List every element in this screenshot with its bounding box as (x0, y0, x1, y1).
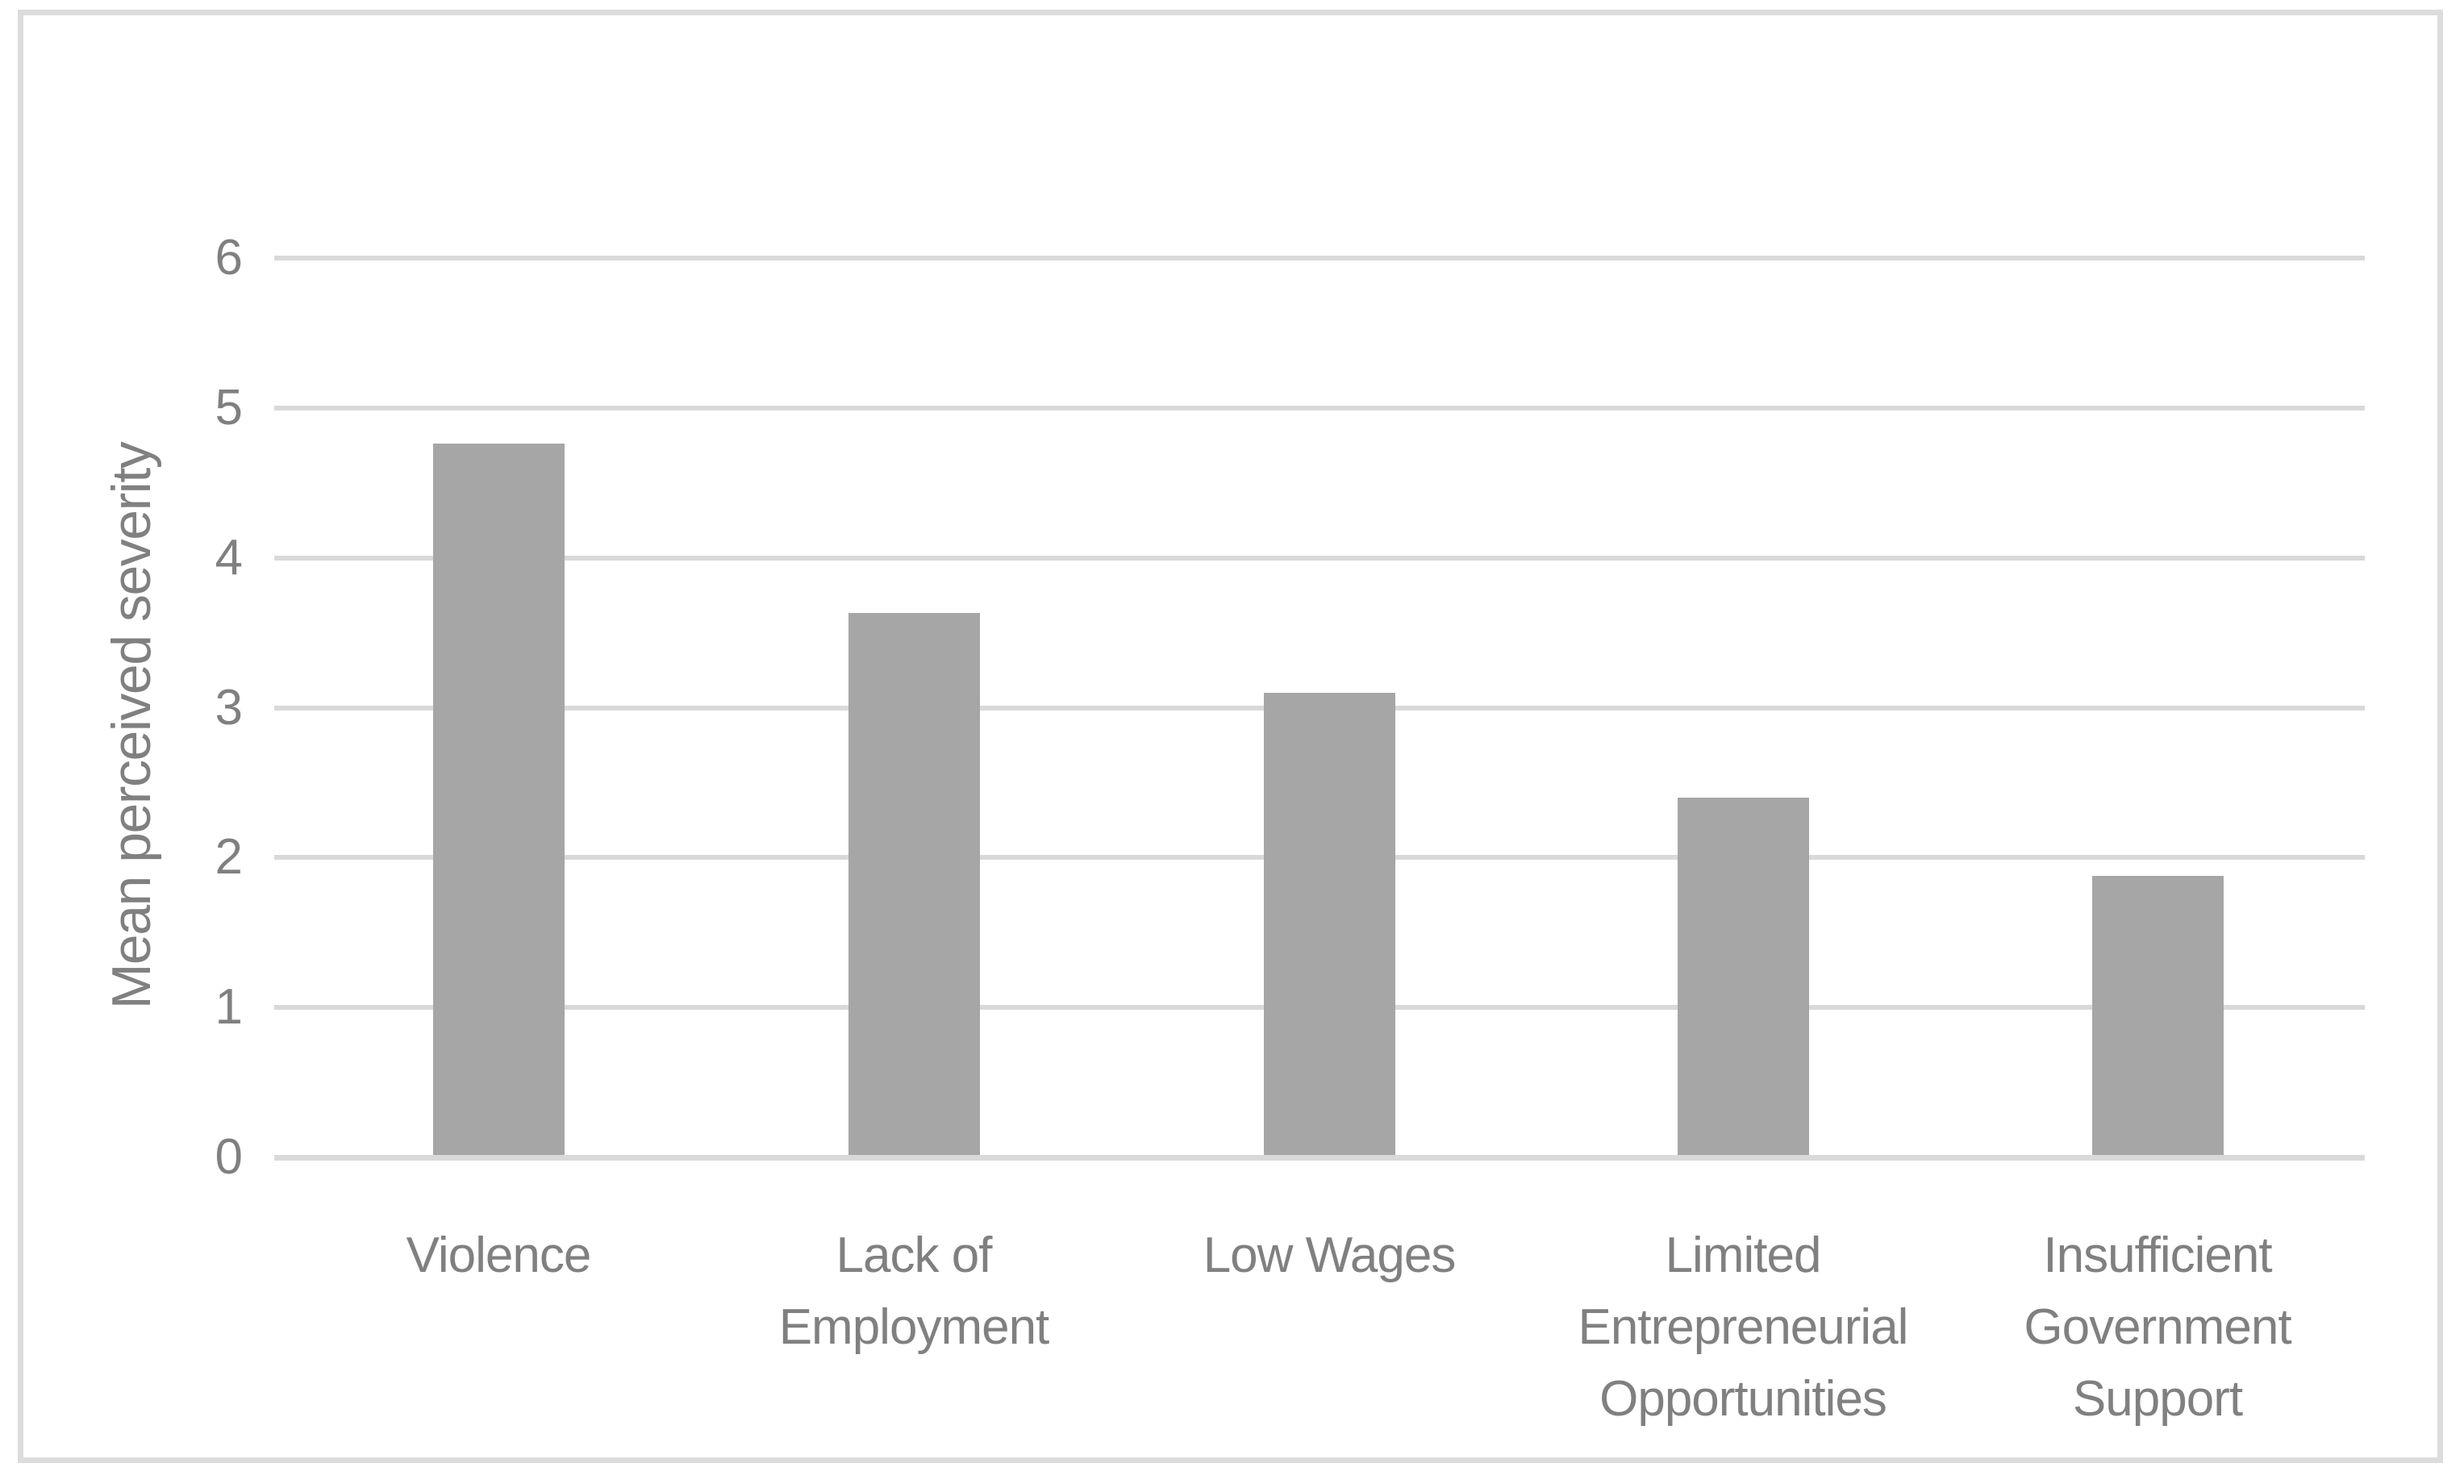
bar-5 (2092, 876, 2224, 1155)
x-category-label-line: Insufficient (2043, 1228, 2272, 1283)
y-tick-label: 1 (215, 979, 243, 1035)
x-category-label-line: Entrepreneurial (1578, 1299, 1909, 1355)
y-tick-label: 2 (215, 829, 243, 885)
x-category-label: Violence (281, 1219, 716, 1291)
x-category-label-line: Violence (406, 1228, 592, 1283)
x-category-label-line: Support (2072, 1371, 2243, 1427)
bar-4 (1678, 798, 1809, 1155)
y-tick-label: 4 (215, 530, 243, 586)
y-tick-label: 5 (215, 380, 243, 436)
chart-frame (18, 10, 2443, 1463)
gridline (274, 256, 2365, 261)
bar-3 (1264, 693, 1395, 1155)
x-category-label-line: Government (2024, 1299, 2291, 1355)
x-category-label: Lack of Employment (696, 1219, 1132, 1363)
x-category-label: Insufficient Government Support (1940, 1219, 2375, 1435)
x-category-label: Limited Entrepreneurial Opportunities (1525, 1219, 1961, 1435)
y-tick-label: 3 (215, 680, 243, 736)
x-category-label: Low Wages (1111, 1219, 1547, 1291)
y-tick-label: 0 (215, 1129, 243, 1185)
x-axis-line (274, 1155, 2365, 1161)
bar-1 (433, 444, 565, 1155)
x-category-label-line: Lack of (836, 1228, 993, 1283)
gridline (274, 406, 2365, 411)
x-category-label-line: Limited (1665, 1228, 1822, 1283)
bar-2 (848, 613, 980, 1155)
x-category-label-line: Opportunities (1599, 1371, 1887, 1427)
y-tick-label: 6 (215, 230, 243, 286)
gridline (274, 556, 2365, 561)
x-category-label-line: Low Wages (1203, 1228, 1457, 1283)
x-category-label-line: Employment (778, 1299, 1050, 1355)
